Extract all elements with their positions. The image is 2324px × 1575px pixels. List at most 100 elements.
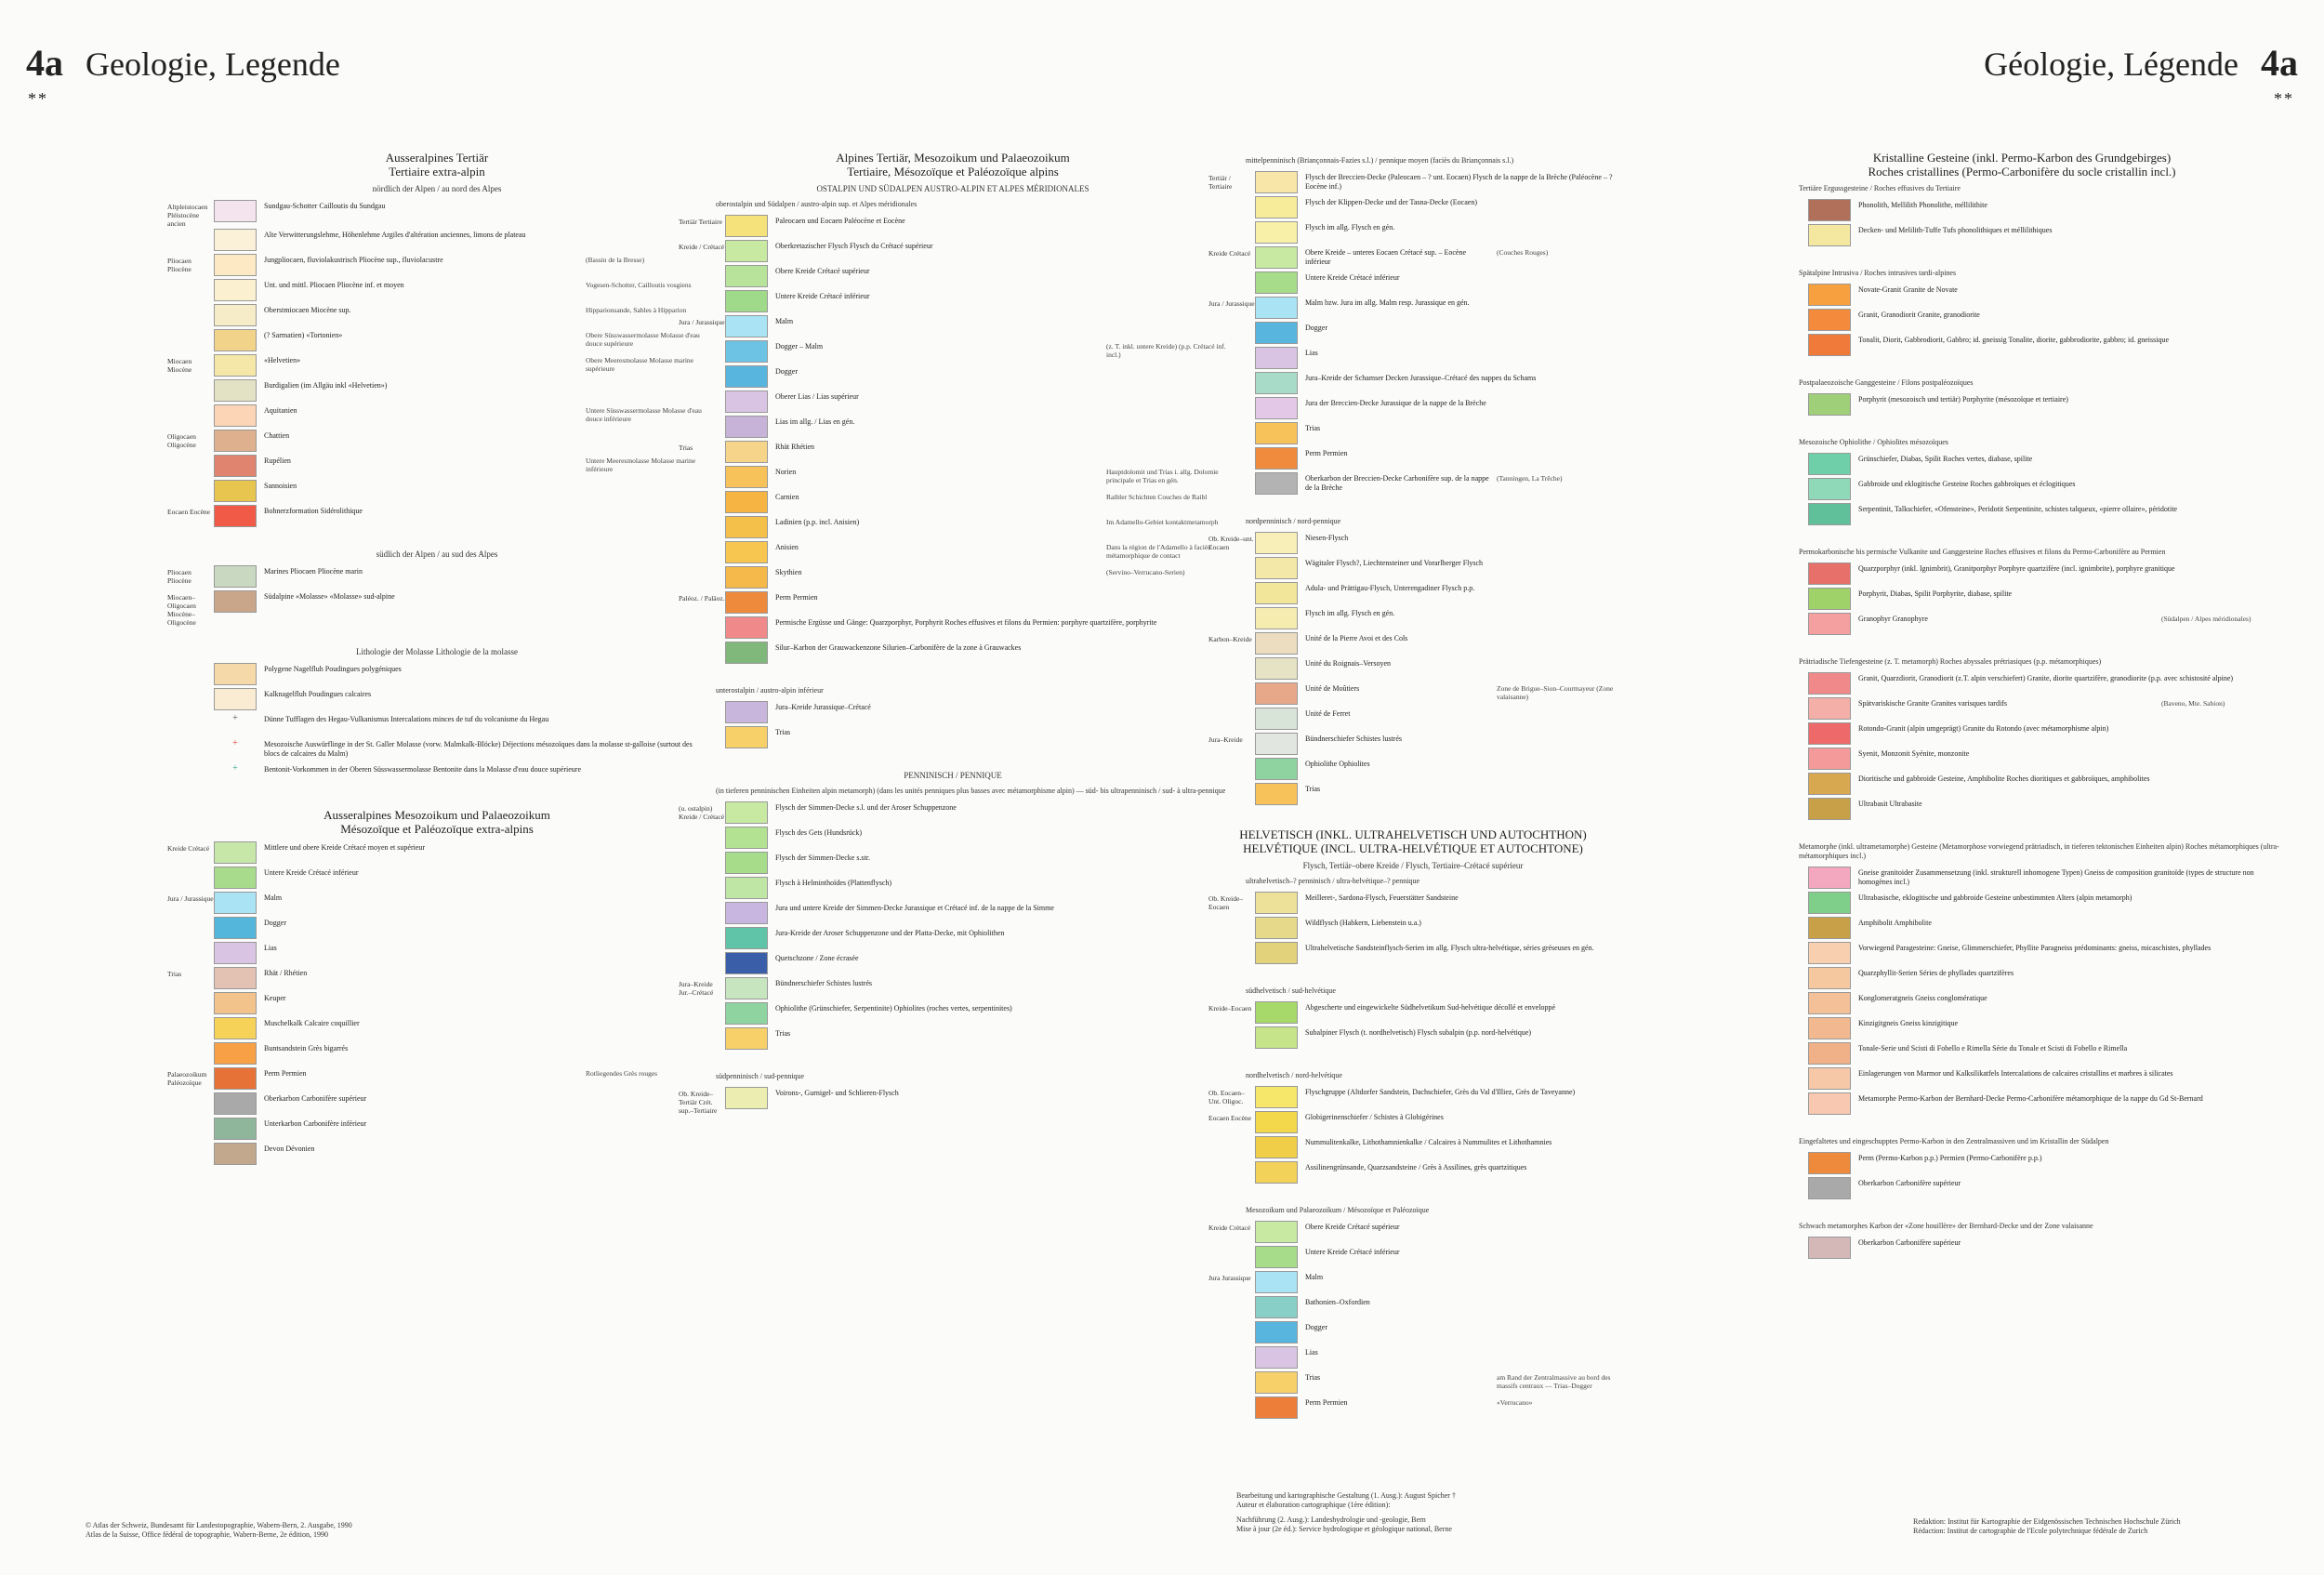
unit-label: Devon Dévonien — [264, 1145, 315, 1153]
legend-row: Ob. Kreide–Eocaen Meilleret-, Sardona-Fly… — [1208, 892, 1618, 916]
legend-row: Dogger — [167, 917, 706, 941]
age-label — [167, 992, 214, 995]
legend-row: Eocaen Eocène Bohnerzformation Sidérolith… — [167, 505, 706, 529]
legend-row: Sannoisien — [167, 480, 706, 504]
unit-label: Obere Kreide – unteres Eocaen Crétacé su… — [1305, 248, 1467, 266]
legend-row: Dogger — [679, 365, 1227, 390]
color-swatch — [725, 541, 768, 563]
unit-label: Silur–Karbon der Grauwackenzone Silurien… — [775, 643, 1022, 652]
color-swatch — [1255, 607, 1298, 629]
age-label: Eocaen Eocène — [1208, 1114, 1252, 1122]
unit-note: Hipparionsande, Sables à Hipparion — [586, 306, 687, 314]
symbol-label: Dünne Tufflagen des Hegau-Vulkanismus In… — [264, 715, 549, 723]
unit-label: Flysch im allg. Flysch en gén. — [1305, 609, 1395, 617]
legend-row: Kreide–Eocaen Abgescherte und eingewickel… — [1208, 1001, 1618, 1026]
unit-label: Wildflysch (Habkern, Liebenstein u.a.) — [1305, 919, 1421, 927]
unit-label: Flysch der Klippen-Decke und der Tasna-D… — [1305, 198, 1477, 206]
unit-label: Malm — [264, 893, 283, 902]
unit-label: Bathonien–Oxfordien — [1305, 1298, 1370, 1306]
unit-label: Syenit, Monzonit Syénite, monzonite — [1858, 749, 1970, 758]
legend-row: Flysch der Klippen-Decke und der Tasna-D… — [1208, 196, 1618, 220]
page-title-fr: Géologie, Légende — [1984, 46, 2238, 83]
legend-row: Jura–Kreide der Schamser Decken Jurassiq… — [1208, 372, 1618, 396]
unit-label: Rhät / Rhétien — [264, 969, 308, 977]
color-swatch — [1808, 478, 1851, 500]
unit-label: Anisien — [775, 543, 799, 551]
legend-section: Permokarbonische bis permische Vulkanite… — [1762, 548, 2282, 637]
unit-label: Dioritische und gabbroide Gesteine, Amph… — [1858, 774, 2150, 783]
age-label — [1762, 697, 1808, 700]
legend-row: Miocaen Miocène «Helvetien» Obere Meeresmo… — [167, 354, 706, 378]
legend-section: Eingefaltetes und eingeschupptes Permo-K… — [1762, 1137, 2282, 1201]
color-swatch — [1808, 967, 1851, 989]
color-swatch — [1255, 447, 1298, 470]
age-label: Altpleistocaen Pléistocène ancien — [167, 203, 208, 228]
section-subheading: (in tieferen penninischen Einheiten alpi… — [716, 787, 1226, 795]
unit-label: Muschelkalk Calcaire coquillier — [264, 1019, 360, 1027]
footer-line: Auteur et élaboration cartographique (1è… — [1236, 1501, 1391, 1509]
color-swatch — [1255, 682, 1298, 705]
age-label: Kreide Crétacé — [1208, 249, 1251, 258]
legend-row: Wägitaler Flysch?, Liechtensteiner und V… — [1208, 557, 1618, 581]
color-swatch — [1255, 632, 1298, 655]
color-swatch — [1255, 892, 1298, 914]
legend-row: Lias — [167, 942, 706, 966]
section-title: Ausseralpines Mesozoikum und Palaeozoiku… — [167, 808, 706, 836]
unit-label: Ladinien (p.p. incl. Anisien) — [775, 518, 860, 526]
header-right: Géologie, Légende 4a ** — [1984, 45, 2298, 109]
color-swatch — [1808, 697, 1851, 720]
unit-label: Oberkretazischer Flysch Flysch du Crétac… — [775, 242, 933, 250]
legend-row: Devon Dévonien — [167, 1143, 706, 1167]
unit-label: Oberkarbon der Breccien-Decke Carbonifèr… — [1305, 474, 1489, 492]
unit-label: Flysch à Helminthoïdes (Plattenflysch) — [775, 879, 892, 887]
age-label: Jura Jurassique — [1208, 1274, 1251, 1282]
age-label: Tertiär Tertiaire — [679, 218, 722, 226]
footer-copyright: © Atlas der Schweiz, Bundesamt für Lande… — [86, 1521, 352, 1540]
legend-row: Perm Permien «Verrucano» — [1208, 1396, 1618, 1421]
section-subtitle: OSTALPIN UND SÜDALPEN AUSTRO-ALPIN ET AL… — [816, 184, 1089, 193]
age-label — [679, 877, 725, 880]
legend-row: Miocaen–Oligocaen Miocène–Oligocène Südal… — [167, 590, 706, 627]
legend-row: Lias — [1208, 1346, 1618, 1370]
color-swatch — [1808, 992, 1851, 1014]
unit-note: Obere Meeresmolasse Molasse marine supér… — [586, 356, 694, 373]
color-swatch — [725, 1027, 768, 1050]
age-label: (u. ostalpin) Kreide / Crétacé — [679, 804, 725, 821]
age-label — [679, 827, 725, 829]
age-label — [1208, 783, 1255, 786]
unit-label: Bohnerzformation Sidérolithique — [264, 507, 363, 515]
unit-label: Tonalit, Diorit, Gabbrodiorit, Gabbro; i… — [1858, 336, 2170, 344]
unit-label: Ultrabasit Ultrabasite — [1858, 800, 1922, 808]
unit-label: Tonale-Serie und Scisti di Fobello e Rim… — [1858, 1044, 2128, 1052]
legend-section: südhelvetisch / sud-helvétique Kreide–Eoc… — [1208, 986, 1618, 1051]
age-label — [1762, 1017, 1808, 1020]
legend-section: Mesozoische Ophiolithe / Ophiolites méso… — [1762, 438, 2282, 527]
unit-label: Unité de la Pierre Avoi et des Cols — [1305, 634, 1408, 642]
age-label — [679, 701, 725, 704]
age-label — [167, 304, 214, 307]
age-label — [1208, 758, 1255, 761]
footer-authors: Bearbeitung und kartographische Gestaltu… — [1236, 1491, 1456, 1534]
unit-label: Dogger — [1305, 1323, 1327, 1331]
unit-label: Perm Permien — [775, 593, 818, 602]
age-label — [1762, 867, 1808, 869]
age-label — [1208, 196, 1255, 199]
legend-row: Polygene Nagelfluh Poudingues polygéniqu… — [167, 663, 706, 687]
section-subheading: oberostalpin und Südalpen / austro-alpin… — [716, 200, 918, 208]
color-swatch — [725, 1002, 768, 1025]
color-swatch — [1808, 672, 1851, 695]
legend-column-2: Alpines Tertiär, Mesozoikum und Palaeozo… — [679, 151, 1227, 1135]
age-label — [1762, 748, 1808, 750]
legend-section: nordpenninisch / nord-pennique Ob. Kreide… — [1208, 517, 1618, 807]
age-label — [1208, 271, 1255, 274]
legend-row: Granophyr Granophyre (Südalpen / Alpes mé… — [1762, 613, 2282, 637]
age-label — [679, 1027, 725, 1030]
color-swatch — [1808, 503, 1851, 525]
legend-row: Quetschzone / Zone écrasée — [679, 952, 1227, 976]
age-label: Oligocaen Oligocène — [167, 432, 196, 449]
legend-column-3: mittelpenninisch (Briançonnais-Fazies s.… — [1208, 151, 1618, 1441]
unit-label: Jura–Kreide der Schamser Decken Jurassiq… — [1305, 374, 1537, 382]
age-label: Jura–Kreide — [1208, 735, 1243, 744]
color-swatch — [725, 952, 768, 974]
age-label — [167, 738, 214, 741]
